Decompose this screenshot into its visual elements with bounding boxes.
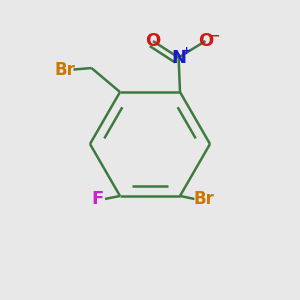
Text: O: O — [198, 32, 213, 50]
Text: Br: Br — [194, 190, 214, 208]
Text: N: N — [171, 49, 186, 67]
Text: +: + — [182, 46, 190, 56]
Text: O: O — [146, 32, 160, 50]
Text: F: F — [92, 190, 104, 208]
Text: Br: Br — [54, 61, 75, 79]
Text: −: − — [209, 29, 220, 42]
